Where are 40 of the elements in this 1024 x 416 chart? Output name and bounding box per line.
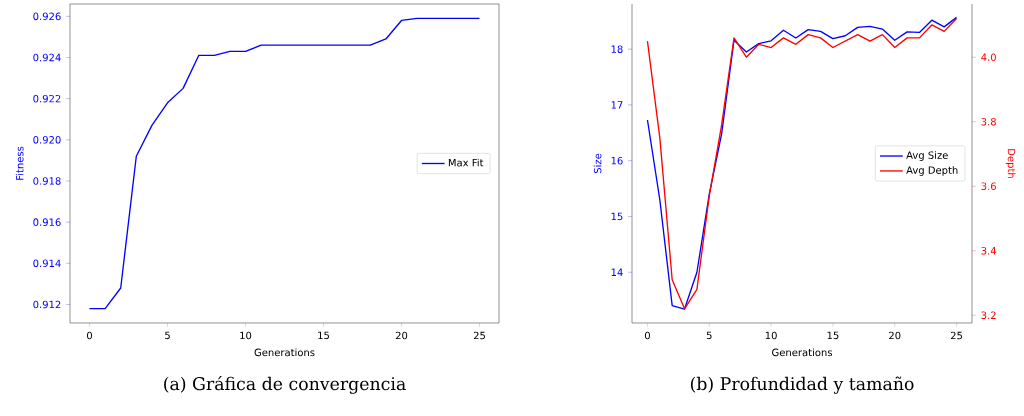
y-tick-label: 15 xyxy=(611,212,623,221)
y-axis-title: Fitness xyxy=(15,146,24,180)
x-tick-label: 10 xyxy=(240,331,252,340)
x-tick-label: 15 xyxy=(827,331,839,340)
x-tick-label: 5 xyxy=(165,331,170,340)
x-tick-label: 25 xyxy=(473,331,485,340)
x-tick-label: 0 xyxy=(644,331,650,340)
y-tick-label: 16 xyxy=(611,156,623,165)
legend-label: Max Fit xyxy=(448,158,484,167)
y-tick-label: 14 xyxy=(611,268,623,276)
y-tick-label: 0.924 xyxy=(33,53,61,62)
y2-tick-label: 4.0 xyxy=(981,53,996,61)
x-tick-label: 15 xyxy=(318,331,329,340)
x-axis-title: Generations xyxy=(772,348,833,357)
legend-label: Avg Size xyxy=(906,151,948,161)
y2-tick-label: 3.2 xyxy=(981,311,996,320)
x-tick-label: 25 xyxy=(950,331,963,340)
x-tick-label: 5 xyxy=(706,331,712,340)
y-tick-label: 0.922 xyxy=(33,94,61,103)
y-tick-label: 0.918 xyxy=(33,177,61,185)
x-axis-title: Generations xyxy=(254,348,315,357)
text: (a) Gráfica de convergencia xyxy=(164,376,406,394)
y-tick-label: 0.926 xyxy=(33,12,61,21)
legend-label: Avg Depth xyxy=(906,166,958,176)
y-tick-label: 18 xyxy=(611,45,623,53)
text: (b) Profundidad y tamaño xyxy=(690,376,914,394)
y-tick-label: 0.916 xyxy=(33,218,61,226)
y-axis-title: Size xyxy=(593,153,602,174)
y-tick-label: 0.914 xyxy=(33,259,61,268)
x-tick-label: 10 xyxy=(765,331,777,340)
y-tick-label: 17 xyxy=(611,101,623,109)
x-tick-label: 20 xyxy=(395,331,408,340)
y-tick-label: 0.912 xyxy=(33,300,61,309)
y-tick-label: 0.920 xyxy=(33,136,61,144)
y2-tick-label: 3.6 xyxy=(981,182,996,191)
y2-tick-label: 3.4 xyxy=(981,246,997,255)
y2-tick-label: 3.8 xyxy=(981,117,996,126)
y2-axis-title: Depth xyxy=(1005,149,1016,178)
x-tick-label: 20 xyxy=(889,331,901,340)
x-tick-label: 0 xyxy=(87,331,93,340)
